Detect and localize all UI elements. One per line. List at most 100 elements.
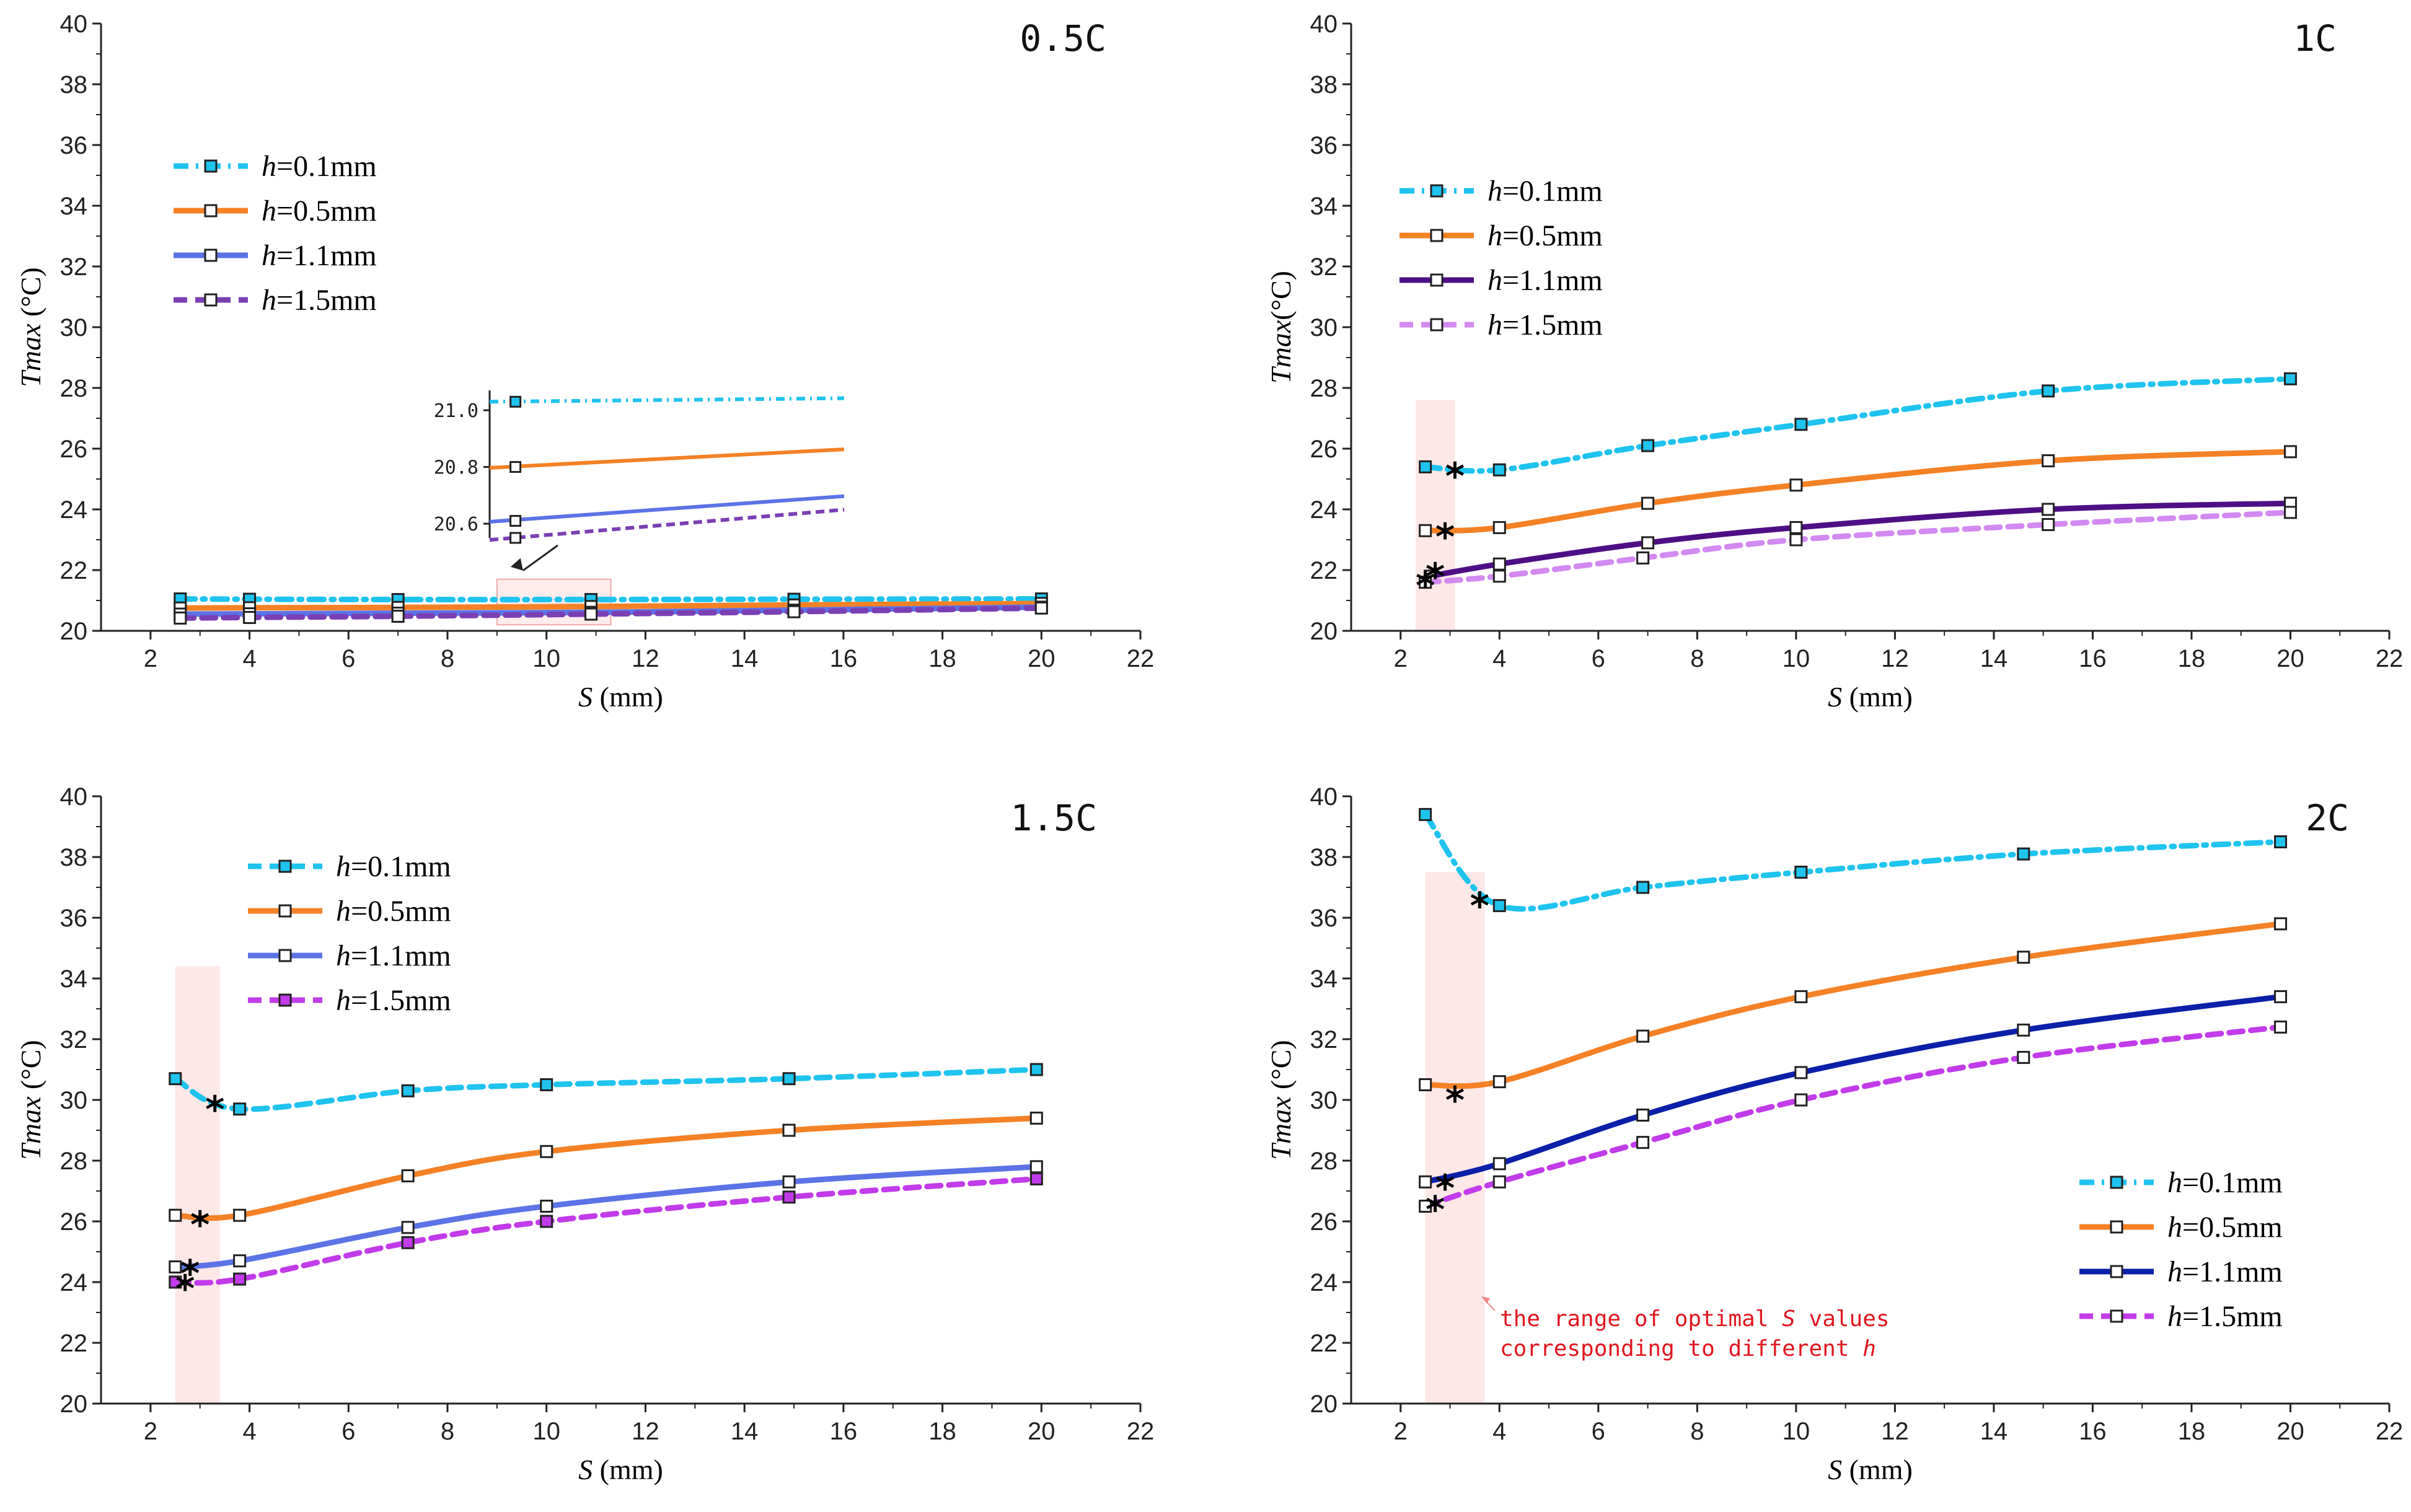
- y-tick-label: 20: [60, 618, 88, 645]
- y-axis-variable: Tmax: [1265, 1096, 1297, 1160]
- legend-marker: [2110, 1265, 2123, 1278]
- legend-variable: h: [2167, 1166, 2182, 1199]
- y-tick-label: 30: [1310, 314, 1338, 341]
- legend-marker: [1430, 318, 1444, 332]
- legend-marker: [204, 204, 218, 218]
- annotation-arrow-head: [1481, 1296, 1490, 1304]
- data-point-h=0.5mm: [1419, 524, 1432, 537]
- legend-value: =1.5mm: [1502, 309, 1603, 341]
- data-point-h=0.5mm: [1789, 478, 1803, 492]
- legend-value: =0.5mm: [276, 195, 377, 227]
- y-tick-label: 36: [60, 132, 88, 159]
- legend-variable: h: [262, 284, 276, 317]
- inset-arrow-head: [510, 558, 523, 571]
- series-line-h=0.5mm: [172, 1115, 1039, 1221]
- y-axis-title: Tmax (°C): [15, 1040, 46, 1159]
- inset-data-point: [509, 532, 522, 544]
- data-point-h=0.1mm: [1794, 418, 1808, 431]
- legend-label: h=1.5mm: [262, 284, 377, 317]
- data-point-h=0.5mm: [401, 1169, 415, 1182]
- x-axis-variable: S: [578, 1454, 593, 1485]
- x-tick-label: 14: [731, 1418, 759, 1445]
- legend-value: =1.1mm: [276, 239, 377, 272]
- data-point-h=0.5mm: [1492, 521, 1506, 534]
- x-tick-label: 8: [1690, 645, 1704, 672]
- series-line-h=1.5mm: [1422, 509, 2293, 586]
- data-point-h=0.1mm: [169, 1072, 182, 1086]
- y-tick-label: 34: [1310, 965, 1338, 993]
- legend-variable: h: [262, 150, 276, 183]
- legend-marker: [204, 293, 218, 307]
- data-point-h=0.1mm: [401, 1084, 415, 1097]
- y-tick-label: 26: [1310, 1208, 1338, 1236]
- legend-value: =1.1mm: [2182, 1255, 2283, 1288]
- x-tick-label: 18: [928, 645, 956, 672]
- data-point-h=1.5mm: [2042, 518, 2055, 531]
- optimum-star-marker: *: [205, 1088, 224, 1132]
- y-tick-label: 26: [60, 1208, 88, 1236]
- inset-data-point: [509, 461, 522, 473]
- data-point-h=1.1mm: [401, 1221, 415, 1234]
- inset-data-point: [509, 515, 522, 527]
- legend-marker: [1430, 273, 1444, 287]
- y-axis-unit: (°C): [1265, 1040, 1297, 1096]
- inset-series-line: [489, 508, 845, 542]
- legend-variable: h: [1488, 264, 1502, 297]
- data-point-h=1.1mm: [1492, 557, 1506, 571]
- x-tick-label: 14: [1980, 1418, 2008, 1445]
- y-tick-label: 22: [60, 557, 88, 584]
- panel-p15: 2 4 6 8 10 12 14 16 18 20 222022242628303234363840…: [15, 783, 1154, 1485]
- data-point-h=1.5mm: [2017, 1050, 2030, 1064]
- data-point-h=0.1mm: [540, 1078, 553, 1091]
- y-tick-label: 22: [1310, 1330, 1338, 1357]
- data-point-h=1.1mm: [2017, 1023, 2030, 1037]
- legend-value: =0.5mm: [351, 895, 451, 928]
- legend-label: h=0.5mm: [2167, 1211, 2283, 1244]
- panel-p1: 2 4 6 8 10 12 14 16 18 20 222022242628303234363840…: [1265, 11, 2403, 713]
- legend-marker: [278, 859, 292, 873]
- y-tick-label: 24: [60, 496, 88, 524]
- x-axis-title: S (mm): [1828, 1454, 1913, 1485]
- data-point-h=1.5mm: [1419, 1200, 1432, 1213]
- data-point-h=1.1mm: [1794, 1066, 1808, 1079]
- legend-label: h=1.1mm: [1488, 264, 1603, 297]
- optimum-star-marker: *: [1426, 555, 1445, 599]
- inset-arrow: [522, 544, 558, 571]
- data-point-h=0.5mm: [1492, 1075, 1506, 1089]
- data-point-h=0.1mm: [1636, 881, 1650, 894]
- x-tick-label: 20: [1028, 645, 1056, 672]
- data-point-h=1.5mm: [1029, 1172, 1043, 1185]
- legend-label: h=0.5mm: [262, 195, 377, 227]
- legend-value: =0.1mm: [276, 150, 377, 183]
- annotation-fragment: S: [1782, 1306, 1796, 1332]
- optimum-star-marker: *: [175, 1267, 195, 1311]
- x-tick-label: 6: [1592, 645, 1605, 672]
- condition-label: 2C: [2306, 797, 2349, 839]
- panel-p2: 2 4 6 8 10 12 14 16 18 20 222022242628303234363840…: [1265, 783, 2403, 1485]
- optimal-range-band: [1415, 400, 1455, 631]
- data-point-h=1.5mm: [1419, 576, 1432, 589]
- legend-variable: h: [336, 984, 351, 1017]
- x-tick-label: 12: [632, 1418, 659, 1445]
- data-point-h=1.1mm: [2042, 503, 2055, 516]
- annotation-line: corresponding to different h: [1500, 1336, 1876, 1361]
- data-point-h=0.5mm: [2042, 454, 2055, 468]
- legend-marker: [278, 993, 292, 1007]
- data-point-h=1.1mm: [540, 1200, 553, 1213]
- data-point-h=1.1mm: [1419, 1175, 1432, 1189]
- optimum-star-marker: *: [1470, 885, 1489, 928]
- legend-value: =0.1mm: [1502, 175, 1603, 208]
- y-tick-label: 24: [1310, 496, 1338, 524]
- optimum-star-marker: *: [1435, 516, 1455, 559]
- series-line-h=1.1mm: [1427, 500, 2293, 579]
- legend-label: h=1.1mm: [336, 939, 451, 972]
- series-line-h=1.5mm: [177, 605, 1044, 621]
- legend-value: =0.5mm: [2182, 1211, 2283, 1244]
- series-line-h=0.5mm: [177, 600, 1044, 611]
- y-tick-label: 38: [60, 71, 88, 99]
- x-tick-label: 6: [342, 645, 355, 672]
- data-point-h=1.1mm: [782, 1175, 796, 1189]
- data-point-h=0.1mm: [233, 1102, 247, 1116]
- y-tick-label: 28: [1310, 1148, 1338, 1175]
- data-point-h=1.1mm: [1641, 536, 1655, 550]
